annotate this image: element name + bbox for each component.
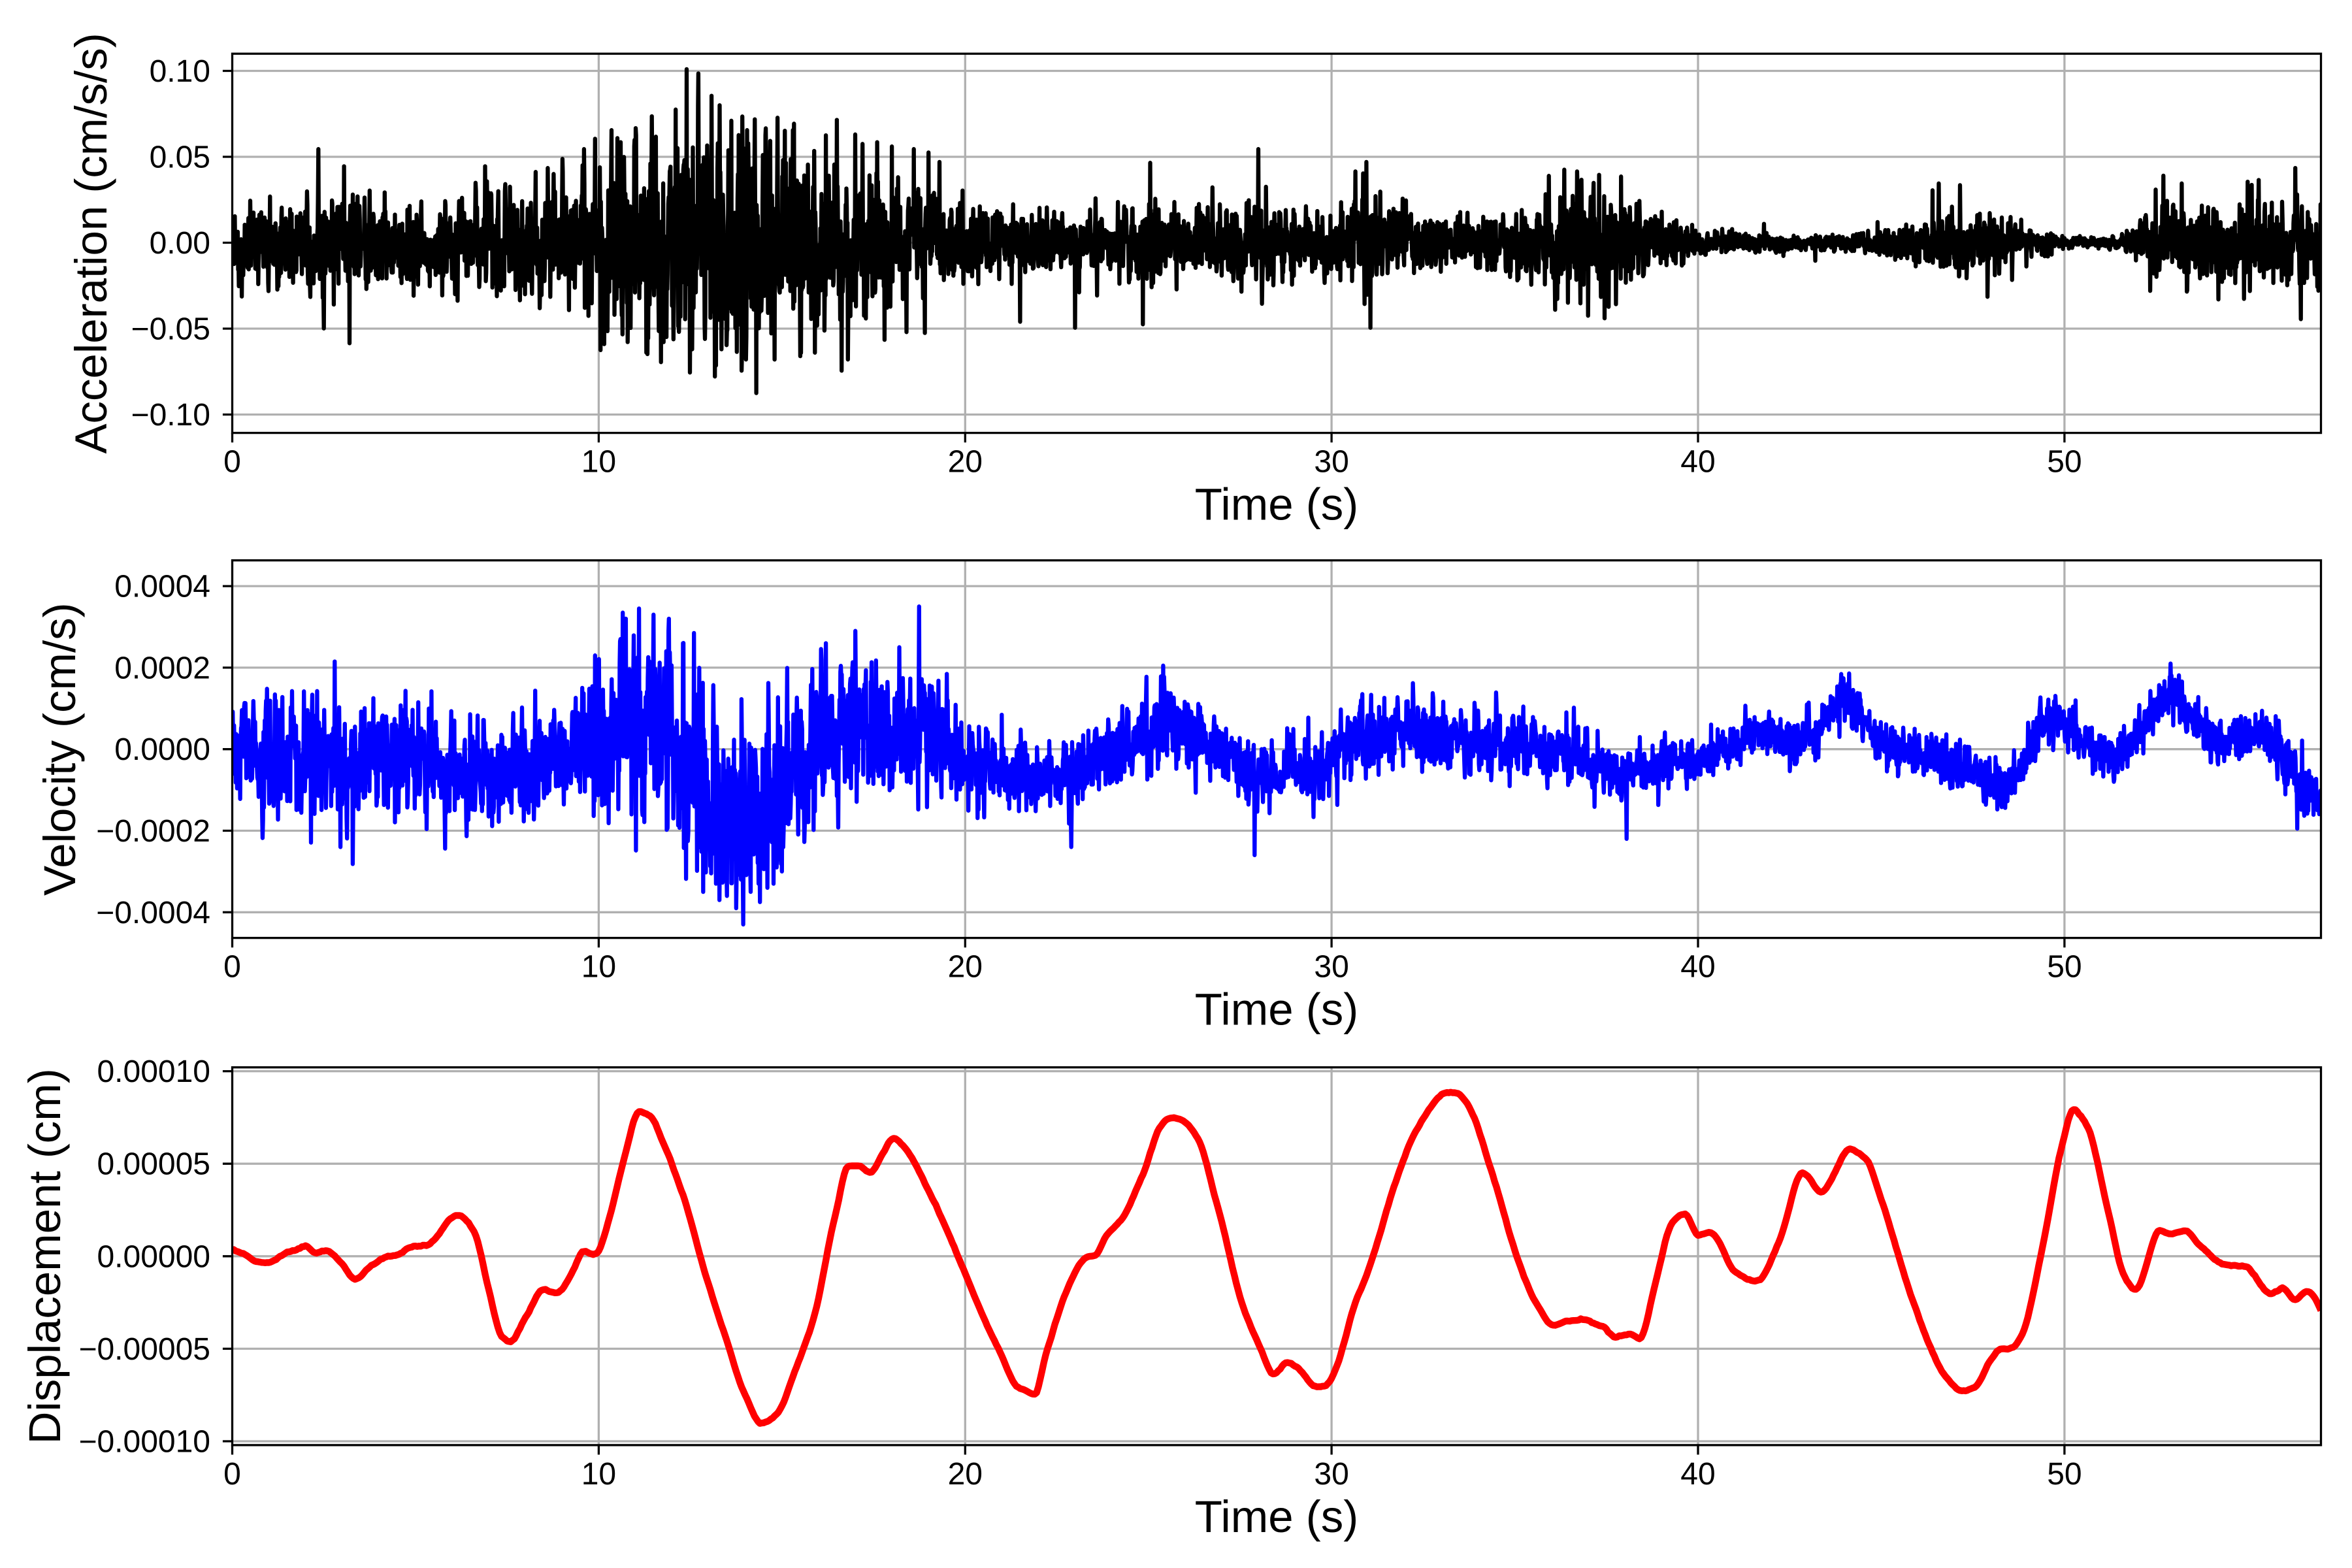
svg-text:20: 20 [948, 950, 983, 985]
svg-text:0.00: 0.00 [150, 226, 210, 261]
svg-text:Time (s): Time (s) [1195, 1492, 1358, 1542]
svg-text:50: 50 [2047, 1457, 2082, 1492]
svg-text:40: 40 [1680, 950, 1715, 985]
svg-text:−0.05: −0.05 [131, 312, 210, 347]
svg-text:Velocity (cm/s): Velocity (cm/s) [35, 602, 85, 896]
svg-text:0.0000: 0.0000 [114, 732, 210, 767]
svg-text:0.0002: 0.0002 [114, 651, 210, 685]
svg-text:Displacement (cm): Displacement (cm) [20, 1068, 70, 1444]
svg-text:30: 30 [1314, 445, 1348, 480]
svg-text:10: 10 [581, 445, 616, 480]
svg-text:50: 50 [2047, 445, 2082, 480]
svg-text:−0.00005: −0.00005 [78, 1332, 210, 1367]
svg-text:10: 10 [581, 1457, 616, 1492]
svg-text:30: 30 [1314, 1457, 1348, 1492]
svg-text:0.00005: 0.00005 [97, 1147, 210, 1182]
svg-text:20: 20 [948, 1457, 983, 1492]
svg-text:20: 20 [948, 445, 983, 480]
svg-text:50: 50 [2047, 950, 2082, 985]
svg-text:40: 40 [1680, 1457, 1715, 1492]
svg-text:0: 0 [223, 950, 241, 985]
svg-text:−0.10: −0.10 [131, 398, 210, 433]
svg-text:Time (s): Time (s) [1195, 985, 1358, 1035]
svg-text:30: 30 [1314, 950, 1348, 985]
svg-text:0: 0 [223, 445, 241, 480]
svg-text:10: 10 [581, 950, 616, 985]
svg-text:0.0004: 0.0004 [114, 570, 210, 604]
svg-text:0.00010: 0.00010 [97, 1054, 210, 1089]
svg-text:0: 0 [223, 1457, 241, 1492]
svg-text:0.10: 0.10 [150, 54, 210, 89]
svg-text:−0.0004: −0.0004 [96, 896, 210, 930]
svg-text:40: 40 [1680, 445, 1715, 480]
svg-text:Time (s): Time (s) [1195, 480, 1358, 530]
svg-text:−0.0002: −0.0002 [96, 814, 210, 849]
svg-text:−0.00010: −0.00010 [78, 1425, 210, 1460]
svg-text:0.00000: 0.00000 [97, 1239, 210, 1274]
svg-text:Acceleration (cm/s/s): Acceleration (cm/s/s) [66, 33, 116, 453]
svg-text:0.05: 0.05 [150, 140, 210, 175]
